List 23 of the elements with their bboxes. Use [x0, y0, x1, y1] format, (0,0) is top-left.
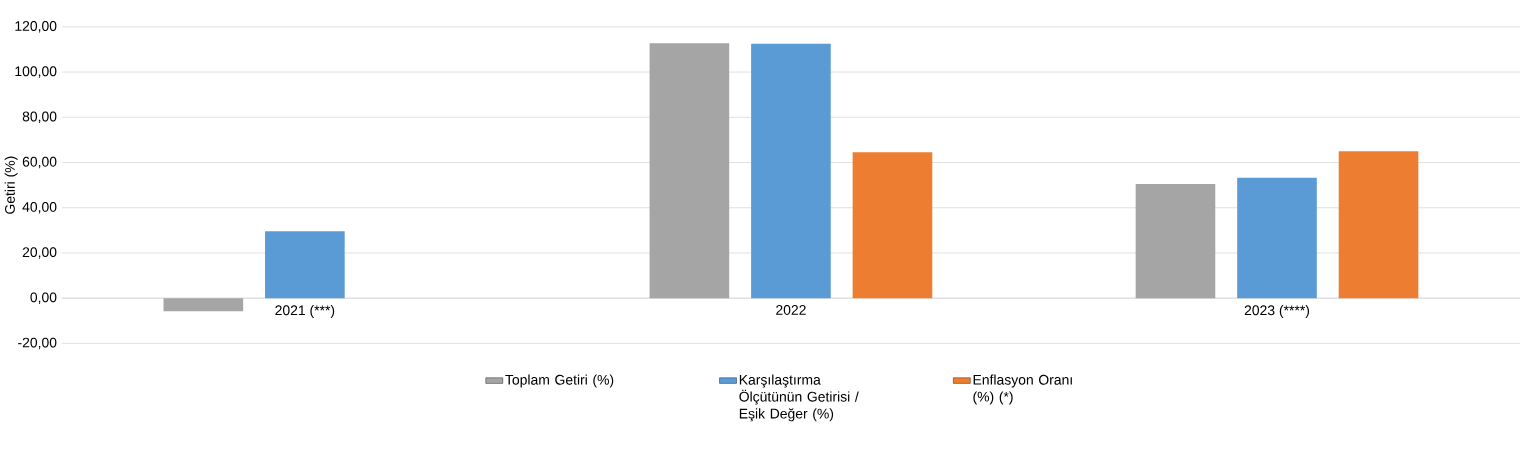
y-tick-label: 60,00 [22, 156, 57, 169]
bar [163, 298, 244, 312]
bar [1135, 184, 1216, 299]
y-axis-title: Getiri (%) [4, 156, 18, 214]
y-tick-label: 40,00 [22, 202, 57, 214]
legend-label: Enflasyon Oranı (%) (*) [973, 374, 1072, 405]
x-tick-label: 2022 [776, 305, 806, 315]
x-tick-label: 2021 (***) [275, 305, 335, 319]
legend-label: Karşılaştırma Ölçütünün Getirisi / Eşik Değer (%) [739, 374, 859, 422]
bar [1338, 151, 1419, 299]
bar [751, 43, 831, 299]
legend-label: Toplam Getiri (%) [505, 374, 614, 388]
y-tick-label: 120,00 [15, 21, 57, 33]
y-tick-label: 80,00 [22, 111, 57, 124]
bar [649, 43, 730, 299]
bar [852, 152, 933, 299]
y-tick-label: 20,00 [22, 247, 57, 259]
bar [1237, 177, 1317, 299]
y-tick-label: -20,00 [18, 337, 57, 350]
x-tick-label: 2023 (****) [1244, 305, 1310, 319]
y-tick-label: 0,00 [30, 292, 57, 304]
bar [265, 231, 345, 299]
y-tick-label: 100,00 [15, 66, 57, 78]
